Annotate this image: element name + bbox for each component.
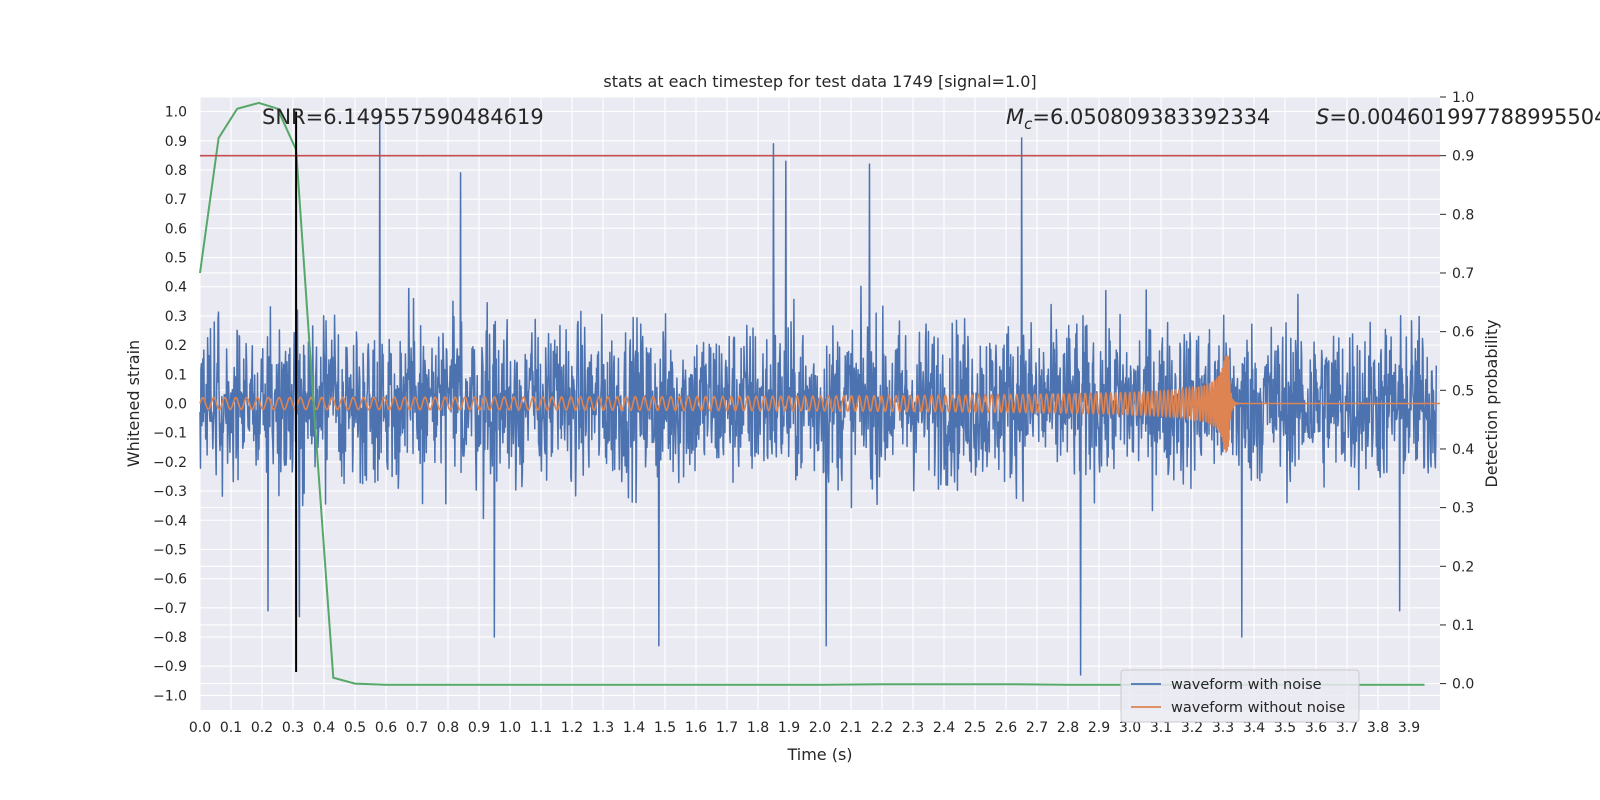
x-tick-label: 3.9 — [1398, 720, 1420, 736]
y-tick-label: −0.3 — [153, 484, 187, 500]
y-tick-label: 0.7 — [165, 192, 187, 208]
y-tick-label: 0.2 — [165, 338, 187, 354]
x-tick-label: 1.1 — [530, 720, 552, 736]
x-tick-label: 3.6 — [1305, 720, 1327, 736]
x-tick-label: 1.0 — [499, 720, 521, 736]
y-tick-label: −0.2 — [153, 455, 187, 471]
x-tick-label: 2.7 — [1026, 720, 1048, 736]
x-axis-label: Time (s) — [786, 745, 852, 764]
y-tick-label: 0.5 — [165, 251, 187, 267]
y-tick-label: −0.1 — [153, 426, 187, 442]
y2-tick-label: 0.4 — [1452, 442, 1474, 458]
x-tick-label: 0.9 — [468, 720, 490, 736]
legend-label: waveform with noise — [1171, 677, 1322, 693]
x-tick-label: 0.0 — [189, 720, 211, 736]
x-tick-label: 1.2 — [561, 720, 583, 736]
y-tick-label: −0.8 — [153, 630, 187, 646]
x-tick-label: 2.9 — [1088, 720, 1110, 736]
y-tick-label: 0.3 — [165, 309, 187, 325]
y2-tick-label: 1.0 — [1452, 90, 1474, 106]
y-tick-label: −0.4 — [153, 513, 187, 529]
x-tick-label: 3.1 — [1150, 720, 1172, 736]
x-tick-label: 1.9 — [778, 720, 800, 736]
y-tick-label: −0.5 — [153, 542, 187, 558]
spin-annotation: S=0.0046019977889955044 — [1316, 105, 1600, 129]
x-tick-label: 0.2 — [251, 720, 273, 736]
y-tick-label: −0.9 — [153, 659, 187, 675]
series-waveform-with-noise — [199, 110, 1438, 676]
x-tick-label: 2.8 — [1057, 720, 1079, 736]
x-tick-label: 2.1 — [840, 720, 862, 736]
y-tick-label: 1.0 — [165, 105, 187, 121]
y-tick-label: 0.4 — [165, 280, 187, 296]
series-detection-probability — [199, 101, 1425, 686]
y2-tick-label: 0.0 — [1452, 677, 1474, 693]
x-tick-label: 3.4 — [1243, 720, 1265, 736]
y-tick-label: 0.8 — [165, 163, 187, 179]
y-tick-label: 0.6 — [165, 221, 187, 237]
x-tick-label: 3.8 — [1367, 720, 1389, 736]
x-tick-label: 1.8 — [747, 720, 769, 736]
x-tick-label: 3.3 — [1212, 720, 1234, 736]
x-tick-label: 2.5 — [964, 720, 986, 736]
y2-tick-label: 0.2 — [1452, 559, 1474, 575]
x-tick-label: 1.5 — [654, 720, 676, 736]
x-tick-label: 3.5 — [1274, 720, 1296, 736]
x-tick-label: 2.0 — [809, 720, 831, 736]
x-tick-label: 0.1 — [220, 720, 242, 736]
legend-label: waveform without noise — [1171, 700, 1345, 716]
y2-tick-label: 0.9 — [1452, 149, 1474, 165]
x-tick-label: 2.2 — [871, 720, 893, 736]
x-tick-label: 1.7 — [716, 720, 738, 736]
y-tick-label: 0.0 — [165, 397, 187, 413]
x-tick-label: 0.4 — [313, 720, 335, 736]
chart-title: stats at each timestep for test data 174… — [603, 72, 1036, 91]
x-tick-label: 0.5 — [344, 720, 366, 736]
y2-tick-label: 0.5 — [1452, 383, 1474, 399]
y2-tick-label: 0.8 — [1452, 207, 1474, 223]
y-tick-label: −0.7 — [153, 601, 187, 617]
x-tick-label: 3.0 — [1119, 720, 1141, 736]
x-tick-label: 3.2 — [1181, 720, 1203, 736]
y-tick-label: 0.1 — [165, 367, 187, 383]
x-tick-label: 2.4 — [933, 720, 955, 736]
x-tick-label: 3.7 — [1336, 720, 1358, 736]
x-tick-label: 1.4 — [623, 720, 645, 736]
x-tick-label: 0.8 — [437, 720, 459, 736]
x-tick-label: 1.6 — [685, 720, 707, 736]
y2-tick-label: 0.3 — [1452, 501, 1474, 517]
legend: waveform with noise waveform without nois… — [1120, 669, 1360, 723]
x-tick-label: 1.3 — [592, 720, 614, 736]
x-tick-label: 2.3 — [902, 720, 924, 736]
x-tick-label: 0.3 — [282, 720, 304, 736]
y-tick-label: −1.0 — [153, 688, 187, 704]
x-tick-label: 2.6 — [995, 720, 1017, 736]
x-tick-label: 0.7 — [406, 720, 428, 736]
legend-box — [1120, 669, 1360, 723]
y-axis-label: Whitened strain — [124, 340, 143, 467]
y-tick-label: 0.9 — [165, 134, 187, 150]
x-tick-label: 0.6 — [375, 720, 397, 736]
y2-tick-label: 0.1 — [1452, 618, 1474, 634]
chirp-mass-annotation: Mc=6.050809383392334 — [1006, 105, 1270, 133]
y-tick-label: −0.6 — [153, 572, 187, 588]
y2-axis-label: Detection probability — [1482, 319, 1501, 487]
y2-tick-label: 0.7 — [1452, 266, 1474, 282]
y2-tick-label: 0.6 — [1452, 325, 1474, 341]
series-waveform-without-noise — [199, 355, 1440, 453]
snr-annotation: SNR=6.149557590484619 — [262, 105, 544, 129]
